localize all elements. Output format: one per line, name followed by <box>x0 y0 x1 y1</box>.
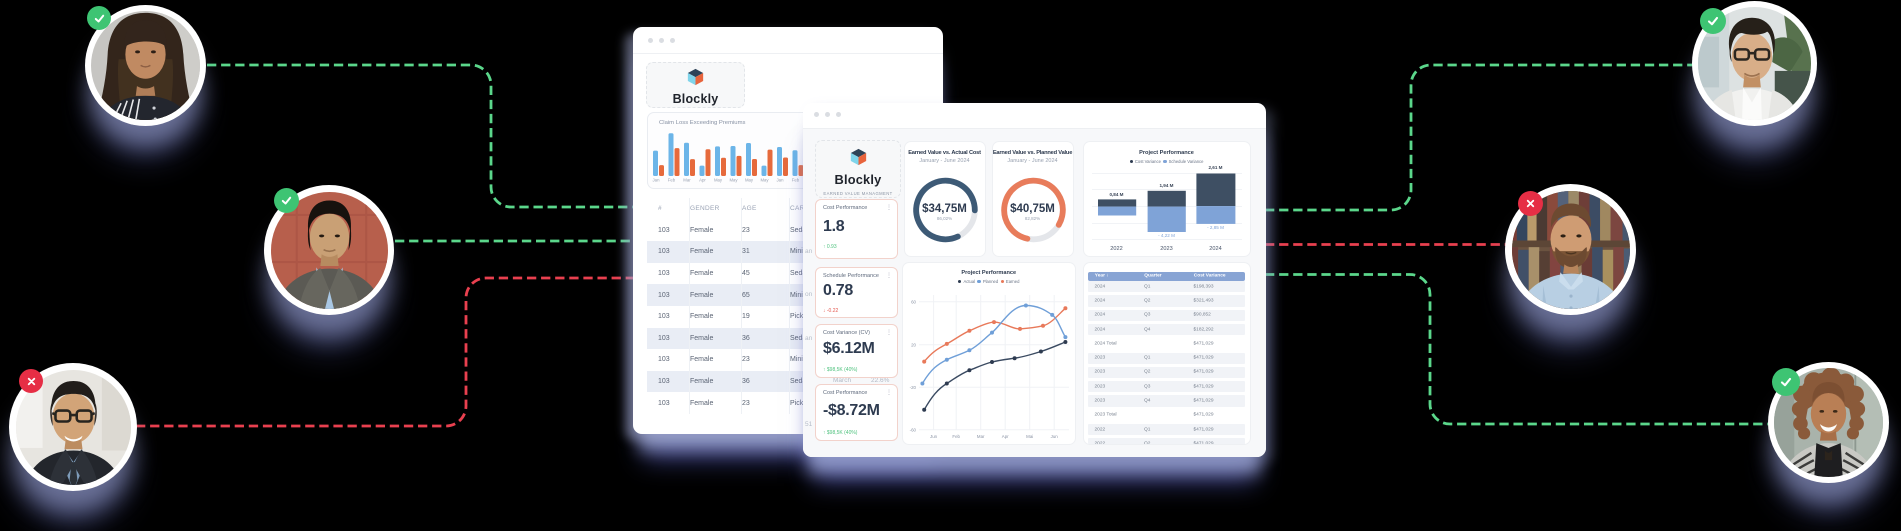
svg-text:Jan: Jan <box>777 178 785 183</box>
svg-text:Jun: Jun <box>1051 434 1059 439</box>
svg-text:Mar: Mar <box>977 434 985 439</box>
svg-text:May: May <box>760 178 769 183</box>
svg-text:60: 60 <box>911 299 916 304</box>
svg-text:May: May <box>729 178 738 183</box>
svg-text:-20: -20 <box>910 385 917 390</box>
svg-text:May: May <box>745 178 754 183</box>
svg-text:20: 20 <box>911 342 916 347</box>
svg-text:Jan: Jan <box>653 178 661 183</box>
svg-text:Apr: Apr <box>1002 434 1009 439</box>
svg-text:Feb: Feb <box>668 178 676 183</box>
svg-text:Feb: Feb <box>792 178 800 183</box>
svg-text:-60: -60 <box>910 427 917 432</box>
svg-text:Apr: Apr <box>699 178 706 183</box>
svg-text:Mar: Mar <box>683 178 691 183</box>
svg-text:Mai: Mai <box>1026 434 1033 439</box>
svg-text:Feb: Feb <box>952 434 960 439</box>
svg-text:Jun: Jun <box>930 434 938 439</box>
svg-text:May: May <box>714 178 723 183</box>
